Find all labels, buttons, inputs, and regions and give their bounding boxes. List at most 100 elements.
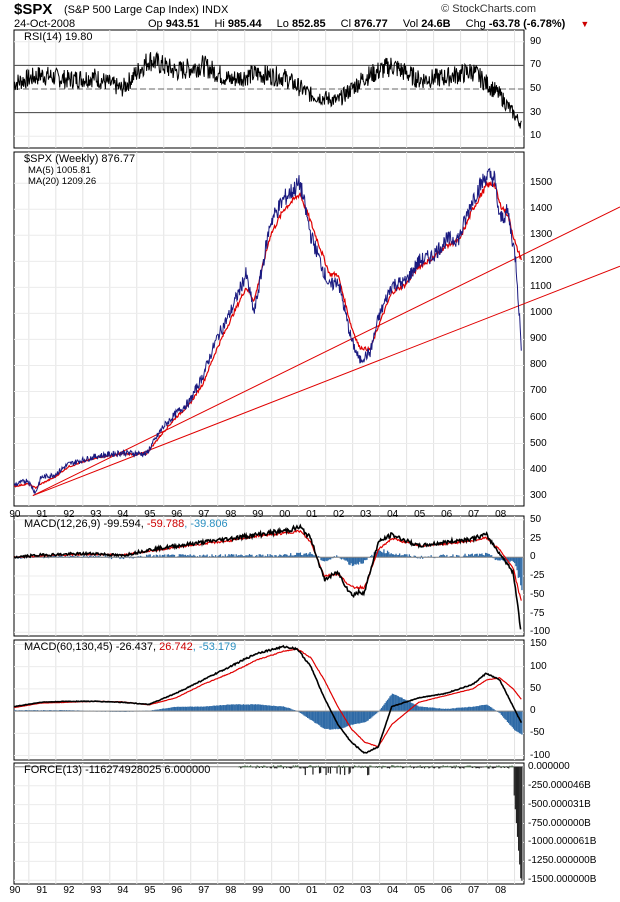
force-bar (390, 766, 392, 768)
force-bar (483, 766, 485, 768)
macd2-hist-bar (282, 706, 285, 712)
brand[interactable]: © StockCharts.com (441, 3, 536, 15)
macd1-hist-bar (355, 557, 357, 565)
x-tick-bottom: 06 (441, 885, 453, 896)
macd1-hist-bar (441, 555, 443, 558)
macd2-hist-bar (230, 704, 233, 712)
macd1-hist-bar (465, 555, 467, 558)
rsi-ytick: 10 (530, 130, 542, 142)
force-bar (392, 765, 394, 768)
macd1-hist-bar (440, 554, 442, 558)
macd1-hist-bar (361, 557, 363, 564)
macd2-hist-bar (389, 696, 391, 712)
macd2-hist-bar (440, 708, 442, 712)
macd1-hist-bar (362, 557, 364, 564)
macd1-hist-bar (446, 554, 448, 558)
macd1-hist-bar (204, 555, 206, 558)
force-bar (486, 765, 488, 768)
macd2-hist-bar (191, 706, 194, 712)
force-bar (237, 766, 240, 768)
macd2-hist-bar (166, 708, 168, 712)
macd2-hist-bar (183, 706, 185, 712)
macd2-hist-bar (291, 709, 293, 712)
macd2-hist-bar (234, 704, 236, 712)
macd2-hist-bar (452, 708, 454, 712)
force-bar (515, 766, 518, 824)
force-bar (455, 765, 457, 768)
macd1-hist-bar (292, 555, 294, 558)
macd1-hist-bar (194, 555, 196, 558)
macd2-hist-bar (486, 704, 488, 712)
force-bar (355, 765, 357, 768)
macd1-ytick: -100 (530, 626, 551, 638)
macd1-hist-bar (486, 553, 488, 558)
macd2-hist-bar (492, 708, 494, 712)
open-label: Op (148, 18, 163, 30)
macd2-hist-bar (281, 706, 283, 712)
macd2-hist-bar (154, 709, 156, 712)
macd1-hist-bar (83, 555, 85, 558)
macd2-hist-bar (214, 705, 217, 712)
force-bar (320, 766, 322, 773)
x-tick-bottom: 96 (171, 885, 183, 896)
macd1-hist-bar (507, 557, 510, 561)
force-bar (262, 766, 264, 768)
x-tick-top: 08 (495, 509, 507, 520)
force-bar (468, 765, 470, 768)
force-bar (332, 766, 334, 768)
macd1-hist-bar (280, 554, 282, 558)
macd2-hist-bar (244, 704, 246, 712)
force-bar (404, 766, 406, 768)
force-bar (314, 766, 316, 768)
macd2-hist-bar (464, 707, 466, 712)
macd2-hist-bar (333, 711, 335, 729)
macd2-hist-bar (170, 707, 172, 712)
macd2-hist-bar (466, 707, 469, 712)
macd1-hist-bar (414, 555, 417, 558)
macd2-hist-bar (474, 706, 476, 712)
macd1-hist-bar (76, 555, 79, 558)
macd1-hist-bar (413, 555, 415, 558)
macd2-hist-bar (290, 708, 292, 712)
macd2-hist-bar (461, 707, 464, 712)
macd2-hist-bar (277, 706, 280, 712)
force-bar (291, 766, 293, 768)
macd2-macd-line (13, 644, 523, 754)
macd2-hist-bar (316, 711, 318, 724)
x-tick-top: 01 (306, 509, 318, 520)
macd2-hist-bar (340, 711, 343, 729)
macd2-hist-bar (173, 706, 176, 712)
force-bar (388, 766, 391, 769)
force-bar (337, 765, 339, 768)
macd1-hist-bar (377, 550, 379, 558)
force-bar (269, 766, 271, 769)
macd2-hist-bar (198, 706, 200, 712)
force-bar (414, 766, 416, 768)
macd2-hist-bar (257, 704, 259, 712)
force-bar (428, 766, 430, 769)
macd1-hist-bar (359, 557, 361, 562)
macd2-hist-bar (292, 709, 294, 712)
macd1-hist-bar (60, 555, 62, 558)
macd2-hist-bar (484, 704, 487, 712)
macd1-macd-line (13, 523, 522, 630)
macd1-hist-bar (506, 557, 509, 562)
force-bar (475, 766, 477, 769)
macd1-ytick: -75 (530, 607, 545, 619)
macd2-hist-bar (219, 705, 222, 712)
macd1-hist-bar (397, 554, 400, 558)
macd1-hist-bar (283, 554, 286, 558)
macd1-hist-bar (494, 557, 496, 561)
rsi-label: RSI(14) 19.80 (24, 31, 93, 43)
macd2-hist-bar (196, 706, 199, 712)
macd1-hist-bar (339, 557, 341, 559)
force-bar (369, 765, 371, 768)
force-bar (512, 766, 514, 768)
macd2-hist-bar (240, 704, 242, 712)
macd1-hist-bar (293, 555, 295, 558)
macd2-hist-bar (188, 706, 190, 712)
macd1-hist-bar (201, 555, 203, 558)
force-bar (295, 765, 298, 768)
x-tick-top: 06 (441, 509, 453, 520)
force-bar (245, 766, 247, 768)
